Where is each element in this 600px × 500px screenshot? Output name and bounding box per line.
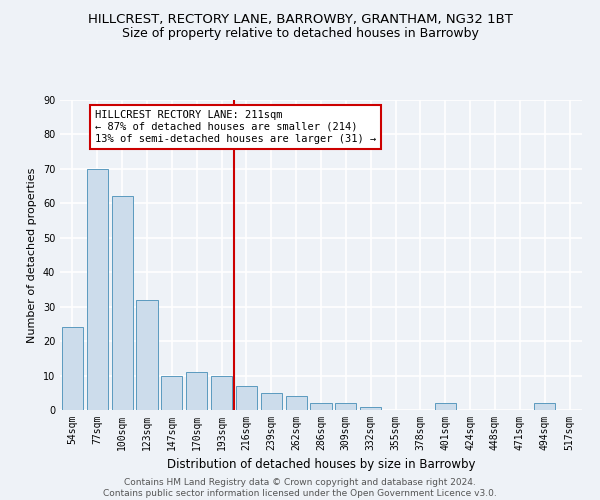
Bar — [360, 406, 381, 410]
Bar — [261, 393, 282, 410]
Bar — [112, 196, 133, 410]
Y-axis label: Number of detached properties: Number of detached properties — [27, 168, 37, 342]
Bar — [534, 403, 555, 410]
Text: HILLCREST RECTORY LANE: 211sqm
← 87% of detached houses are smaller (214)
13% of: HILLCREST RECTORY LANE: 211sqm ← 87% of … — [95, 110, 376, 144]
Bar — [62, 328, 83, 410]
Text: Contains HM Land Registry data © Crown copyright and database right 2024.
Contai: Contains HM Land Registry data © Crown c… — [103, 478, 497, 498]
Text: Size of property relative to detached houses in Barrowby: Size of property relative to detached ho… — [122, 28, 478, 40]
Bar — [186, 372, 207, 410]
Bar — [236, 386, 257, 410]
Bar — [211, 376, 232, 410]
Bar — [87, 169, 108, 410]
Bar — [286, 396, 307, 410]
Text: HILLCREST, RECTORY LANE, BARROWBY, GRANTHAM, NG32 1BT: HILLCREST, RECTORY LANE, BARROWBY, GRANT… — [88, 12, 512, 26]
X-axis label: Distribution of detached houses by size in Barrowby: Distribution of detached houses by size … — [167, 458, 475, 471]
Bar — [136, 300, 158, 410]
Bar — [310, 403, 332, 410]
Bar — [335, 403, 356, 410]
Bar — [435, 403, 456, 410]
Bar — [161, 376, 182, 410]
